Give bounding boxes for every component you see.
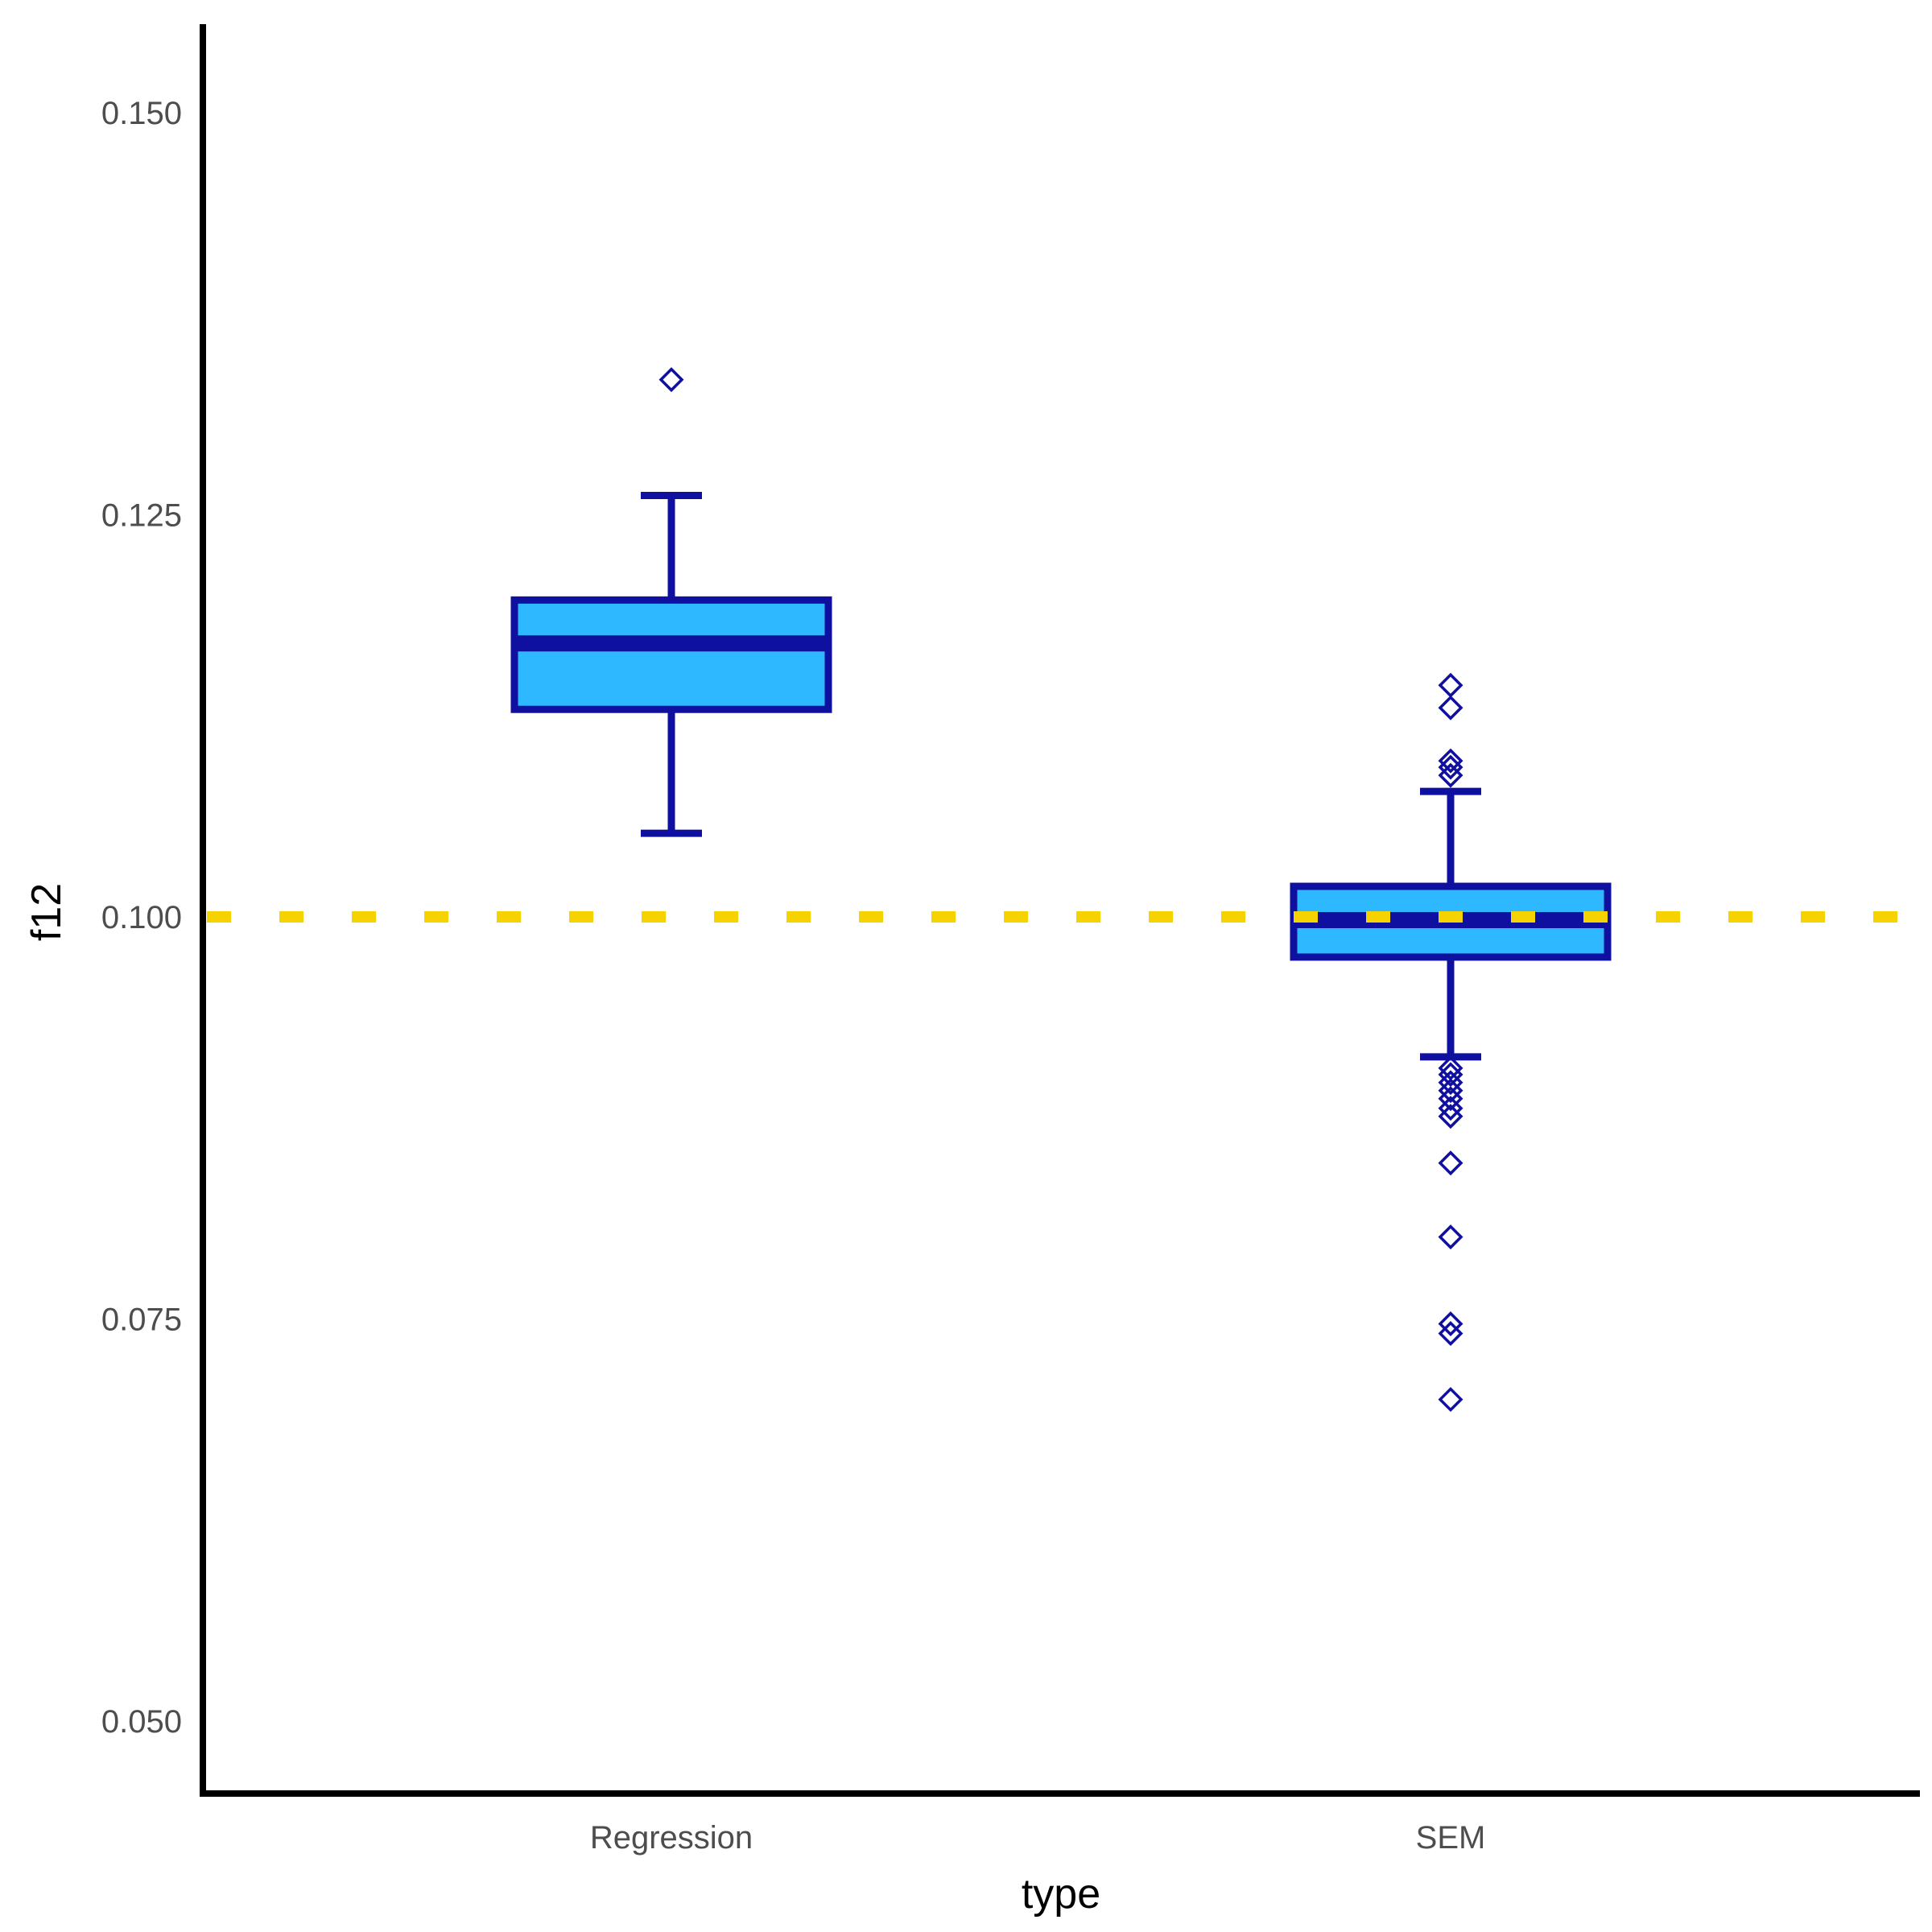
y-tick-label: 0.100: [101, 900, 182, 935]
axes: [200, 24, 1920, 1797]
y-tick-label: 0.125: [101, 497, 182, 533]
outlier-point-sem-1: [1438, 695, 1463, 720]
outlier-point-sem-8: [1438, 1078, 1463, 1104]
outlier-point-sem-11: [1438, 1104, 1463, 1129]
x-tick-label: SEM: [1416, 1820, 1486, 1856]
y-tick-label: 0.075: [101, 1302, 182, 1338]
y-tick-labels: 0.050 0.075 0.100 0.125 0.150: [101, 96, 182, 1740]
x-axis-title: type: [1022, 1871, 1100, 1918]
outlier-point-sem-6: [1438, 1062, 1463, 1088]
y-tick-label: 0.050: [101, 1704, 182, 1740]
outlier-point-sem-4: [1438, 762, 1463, 788]
outlier-point-sem-7: [1438, 1070, 1463, 1096]
outlier-point-sem-13: [1438, 1224, 1463, 1250]
outlier-point-sem-15: [1438, 1321, 1463, 1346]
box-iqr-regression: [510, 596, 832, 713]
outlier-point-sem-2: [1438, 748, 1463, 774]
plot-area: [510, 367, 1612, 1412]
outlier-point-sem-0: [1438, 672, 1463, 698]
outlier-point-regression-0: [658, 367, 684, 393]
box-sem: [1290, 672, 1612, 1412]
outlier-point-sem-9: [1438, 1086, 1463, 1112]
outlier-point-sem-3: [1438, 754, 1463, 780]
box-regression: [510, 367, 832, 837]
x-tick-label: Regression: [590, 1820, 753, 1856]
y-tick-label: 0.150: [101, 96, 182, 131]
outlier-point-sem-12: [1438, 1150, 1463, 1176]
outlier-point-sem-16: [1438, 1386, 1463, 1412]
outlier-point-sem-5: [1438, 1055, 1463, 1081]
outlier-point-sem-14: [1438, 1311, 1463, 1337]
y-axis-title: f12: [23, 883, 70, 941]
outlier-point-sem-10: [1438, 1096, 1463, 1121]
x-tick-labels: Regression SEM: [590, 1820, 1486, 1856]
